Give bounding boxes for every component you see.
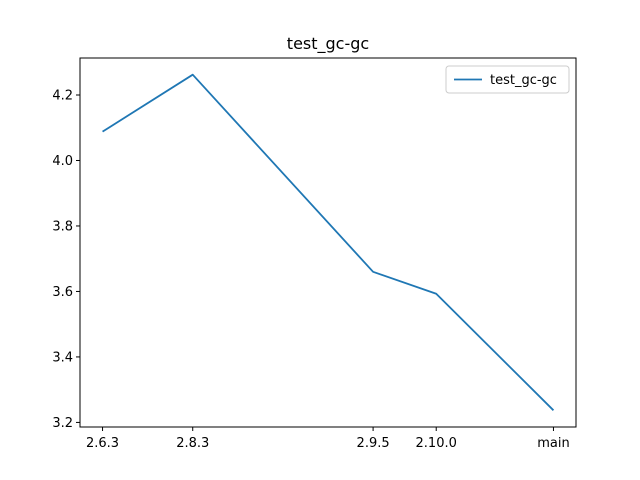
chart-title: test_gc-gc: [287, 34, 369, 54]
plot-frame: [79, 57, 577, 428]
x-tick-label: 2.8.3: [176, 436, 209, 451]
y-tick-label: 4.0: [52, 154, 73, 169]
y-tick-label: 3.6: [52, 285, 73, 300]
x-tick-label: 2.10.0: [416, 436, 457, 451]
x-tick-label: main: [537, 436, 569, 451]
x-tick-label: 2.6.3: [86, 436, 119, 451]
legend-box: [445, 65, 570, 94]
y-tick-label: 3.4: [52, 350, 73, 365]
x-tick-label: 2.9.5: [357, 436, 390, 451]
y-tick-label: 4.2: [52, 88, 73, 103]
x-axis: 2.6.3 2.8.3 2.9.5 2.10.0 main: [86, 427, 570, 451]
series-layer: [102, 73, 555, 411]
series-line: [102, 73, 555, 411]
y-tick-label: 3.8: [52, 219, 73, 234]
legend-label: test_gc-gc: [490, 73, 557, 88]
legend: test_gc-gc: [445, 65, 570, 94]
y-tick-label: 3.2: [52, 416, 73, 431]
plot-area: [79, 57, 577, 428]
y-axis: 3.2 3.4 3.6 3.8 4.0 4.2: [52, 88, 80, 431]
